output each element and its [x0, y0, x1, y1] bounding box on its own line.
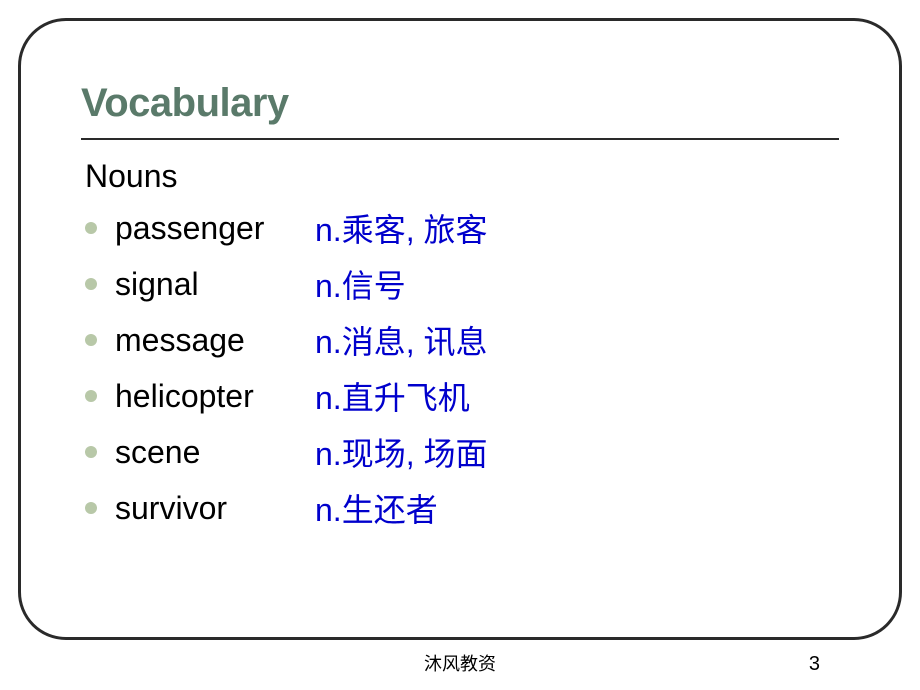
page-number: 3: [809, 653, 820, 676]
vocab-word: helicopter: [115, 378, 315, 415]
bullet-icon: [85, 446, 97, 458]
footer-text: 沐风教资: [424, 650, 496, 676]
vocab-item: message n.消息, 讯息: [81, 317, 839, 363]
vocab-definition: n.消息, 讯息: [315, 317, 487, 363]
slide-frame: Vocabulary Nouns passenger n.乘客, 旅客 sign…: [18, 18, 902, 640]
bullet-icon: [85, 390, 97, 402]
vocab-definition: n.生还者: [315, 485, 438, 531]
slide-title: Vocabulary: [81, 81, 839, 126]
vocab-word: signal: [115, 266, 315, 303]
vocab-item: signal n.信号: [81, 261, 839, 307]
slide-subtitle: Nouns: [85, 158, 839, 195]
vocab-word: passenger: [115, 210, 315, 247]
bullet-icon: [85, 502, 97, 514]
vocab-definition: n.信号: [315, 261, 406, 307]
vocab-word: message: [115, 322, 315, 359]
vocab-word: scene: [115, 434, 315, 471]
bullet-icon: [85, 278, 97, 290]
vocab-item: scene n.现场, 场面: [81, 429, 839, 475]
vocab-item: helicopter n.直升飞机: [81, 373, 839, 419]
vocab-item: survivor n.生还者: [81, 485, 839, 531]
title-underline: [81, 138, 839, 140]
vocabulary-list: passenger n.乘客, 旅客 signal n.信号 message n…: [81, 205, 839, 531]
bullet-icon: [85, 334, 97, 346]
vocab-definition: n.乘客, 旅客: [315, 205, 487, 251]
vocab-definition: n.直升飞机: [315, 373, 470, 419]
vocab-item: passenger n.乘客, 旅客: [81, 205, 839, 251]
vocab-word: survivor: [115, 490, 315, 527]
vocab-definition: n.现场, 场面: [315, 429, 487, 475]
bullet-icon: [85, 222, 97, 234]
